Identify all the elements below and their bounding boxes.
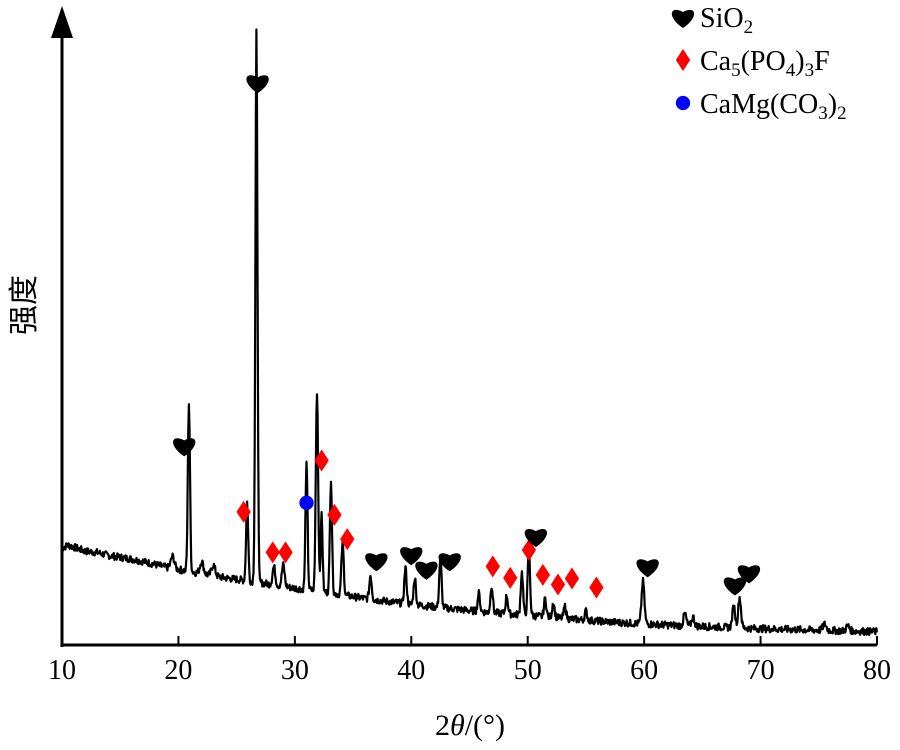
apatite-diamond-icon xyxy=(589,576,604,599)
x-axis-ticks: 10 20 30 40 50 60 70 80 xyxy=(48,636,891,686)
y-axis-title: 强度 xyxy=(8,275,41,335)
sio2-heart-icon xyxy=(524,529,548,548)
apatite-diamond-icon xyxy=(485,555,500,578)
legend-label-dolomite: CaMg(CO3​)2​ xyxy=(700,89,847,124)
x-tick-label: 30 xyxy=(281,655,309,686)
apatite-diamond-icon xyxy=(314,449,329,472)
y-axis-arrow-icon xyxy=(51,6,73,38)
sio2-heart-icon xyxy=(173,438,196,457)
apatite-diamond-icon xyxy=(265,541,280,564)
x-tick-label: 40 xyxy=(397,655,425,686)
apatite-diamond-icon xyxy=(550,573,566,596)
sio2-heart-icon xyxy=(415,561,438,580)
legend-apatite-diamond-icon xyxy=(675,49,691,71)
dolomite-circle-icon xyxy=(299,495,314,510)
sio2-heart-icon xyxy=(246,75,269,94)
legend-label-sio2: SiO2​ xyxy=(700,3,753,38)
x-tick-label: 50 xyxy=(514,655,542,686)
apatite-diamond-icon xyxy=(535,563,550,586)
apatite-diamond-icon xyxy=(278,541,293,564)
sio2-heart-icon xyxy=(400,547,423,566)
x-axis-title: 2θ/(°) xyxy=(435,709,505,742)
apatite-diamond-icon xyxy=(503,566,518,589)
x-tick-label: 70 xyxy=(747,655,775,686)
x-tick-label: 10 xyxy=(48,655,76,686)
legend-sio2-heart-icon xyxy=(671,9,695,28)
sio2-heart-icon xyxy=(438,553,461,572)
sio2-heart-icon xyxy=(723,577,747,596)
x-tick-label: 60 xyxy=(630,655,658,686)
apatite-diamond-icon xyxy=(340,528,355,551)
apatite-diamond-icon xyxy=(564,567,580,590)
apatite-diamond-icon xyxy=(327,503,342,526)
legend: SiO2​ Ca5​(PO4​)3​F CaMg(CO3​)2​ xyxy=(671,3,847,124)
x-tick-label: 80 xyxy=(863,655,891,686)
legend-dolomite-circle-icon xyxy=(675,95,691,111)
sio2-heart-icon xyxy=(365,553,388,572)
xrd-pattern-line xyxy=(61,28,879,636)
sio2-heart-icon xyxy=(636,559,659,578)
legend-label-apatite: Ca5​(PO4​)3​F xyxy=(700,46,830,81)
apatite-diamond-icon xyxy=(236,500,251,523)
sio2-heart-icon xyxy=(737,565,761,584)
phase-markers xyxy=(173,75,761,599)
axes xyxy=(51,6,877,647)
x-tick-label: 20 xyxy=(164,655,192,686)
